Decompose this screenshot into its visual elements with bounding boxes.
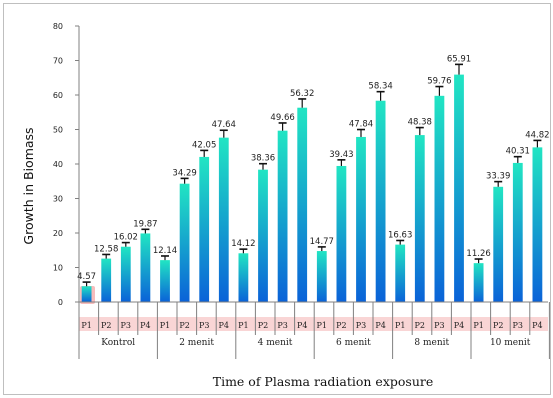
bar (532, 147, 543, 302)
group-label: 8 menit (414, 338, 449, 348)
category-label: P2 (258, 321, 268, 330)
data-label: 16.02 (114, 233, 138, 243)
category-label: P4 (140, 321, 150, 330)
bar (277, 130, 288, 302)
bar (414, 135, 425, 302)
data-label: 19.87 (133, 219, 157, 229)
data-label: 12.14 (153, 246, 177, 256)
data-label: 65.91 (447, 54, 471, 64)
bar (81, 286, 92, 302)
category-label: P3 (356, 321, 366, 330)
category-label: P4 (375, 321, 385, 330)
category-label: P1 (160, 321, 170, 330)
bar (238, 253, 249, 302)
data-label: 40.31 (506, 147, 530, 157)
x-axis: Kontrol P1 P2 P3 P4 2 menit P1 P2 P3 P4 4 menit P1 P… (78, 301, 550, 359)
y-tick-label: 40 (53, 160, 63, 169)
y-axis-title: Growth in Biomass (21, 127, 36, 244)
data-label: 47.64 (212, 120, 236, 130)
category-label: P1 (81, 321, 91, 330)
category-label: P1 (317, 321, 327, 330)
bar (512, 162, 523, 302)
bar (473, 263, 484, 302)
bar (218, 137, 229, 302)
y-tick-label: 60 (53, 91, 63, 100)
category-label: P3 (121, 321, 131, 330)
bar (356, 136, 366, 302)
category-label: P3 (513, 321, 523, 330)
category-label: P3 (434, 321, 444, 330)
bar (395, 244, 406, 302)
category-label: P2 (415, 321, 425, 330)
group-label: 10 menit (490, 338, 531, 348)
category-label: P4 (297, 321, 307, 330)
data-label: 34.29 (172, 168, 196, 178)
bar (101, 258, 112, 302)
category-label: P1 (238, 321, 248, 330)
category-label: P4 (219, 321, 229, 330)
data-label: 39.43 (329, 150, 353, 160)
category-label: P2 (101, 321, 111, 330)
bar (297, 107, 308, 302)
group-label: 2 menit (179, 338, 214, 348)
y-tick-label: 10 (53, 264, 63, 273)
group-label: 4 menit (258, 338, 293, 348)
data-label: 49.66 (270, 113, 294, 123)
data-label: 58.34 (368, 82, 392, 92)
y-tick-label: 70 (53, 57, 63, 66)
bar (454, 74, 464, 302)
group-label: Kontrol (101, 338, 135, 348)
data-label: 16.63 (388, 230, 412, 240)
data-label: 12.58 (94, 244, 118, 254)
y-tick-label: 80 (53, 22, 63, 31)
bar (434, 95, 445, 302)
bar (120, 246, 131, 302)
group-label: 6 menit (336, 338, 371, 348)
bar (375, 100, 386, 303)
category-label: P3 (277, 321, 287, 330)
bar (179, 183, 190, 302)
data-label: 14.12 (231, 239, 255, 249)
bar (316, 251, 327, 302)
category-label: P3 (199, 321, 209, 330)
category-label: P4 (454, 321, 464, 330)
bar (258, 169, 268, 302)
y-tick-label: 30 (53, 195, 63, 204)
bar (336, 165, 347, 302)
data-label: 56.32 (290, 89, 314, 99)
bar (493, 186, 504, 302)
data-label: 14.77 (310, 237, 334, 247)
data-label: 4.57 (77, 272, 96, 282)
data-label: 48.38 (408, 118, 432, 128)
bar (160, 260, 170, 302)
y-tick-label: 0 (58, 298, 63, 307)
data-label: 11.26 (466, 249, 490, 259)
category-label: P1 (395, 321, 405, 330)
category-label: P2 (179, 321, 189, 330)
data-label: 33.39 (486, 172, 510, 182)
data-label: 38.36 (251, 154, 275, 164)
bar (199, 156, 210, 302)
y-axis: 0 10 20 30 40 50 60 70 80 (53, 22, 80, 307)
data-label: 42.05 (192, 140, 216, 150)
x-axis-title: Time of Plasma radiation exposure (213, 374, 434, 389)
data-label: 59.76 (427, 77, 451, 87)
category-label: P2 (336, 321, 346, 330)
data-label: 47.84 (349, 120, 373, 130)
category-label: P4 (532, 321, 542, 330)
category-label: P2 (493, 321, 503, 330)
category-label: P1 (473, 321, 483, 330)
y-tick-label: 50 (53, 126, 63, 135)
data-label: 44.82 (525, 130, 549, 140)
y-tick-label: 20 (53, 229, 63, 238)
bar (140, 233, 151, 302)
